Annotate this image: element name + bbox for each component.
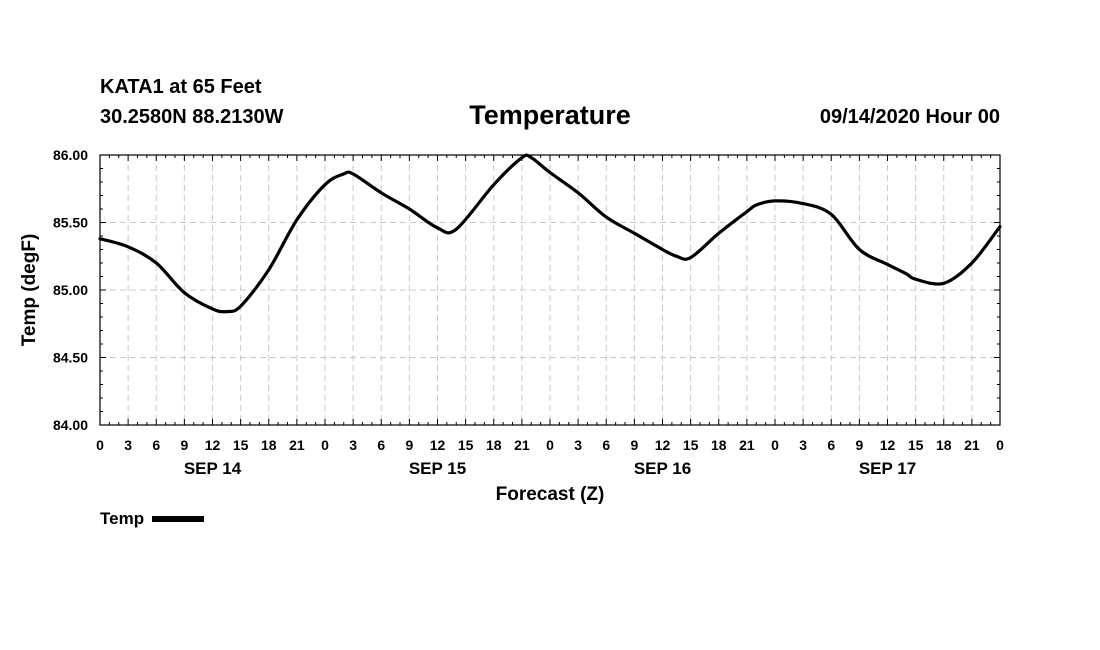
y-tick-label: 84.50 <box>53 350 88 366</box>
day-label: SEP 14 <box>184 459 242 478</box>
axis-ticks <box>99 154 1001 426</box>
x-tick-label: 3 <box>124 437 132 453</box>
x-tick-label: 9 <box>180 437 188 453</box>
x-tick-label: 12 <box>430 437 446 453</box>
x-tick-label: 15 <box>233 437 249 453</box>
x-tick-label: 0 <box>771 437 779 453</box>
x-tick-label: 21 <box>964 437 980 453</box>
valid-time-label: 09/14/2020 Hour 00 <box>819 106 1000 128</box>
legend-swatch <box>152 515 205 522</box>
x-tick-label: 12 <box>205 437 221 453</box>
x-tick-label: 9 <box>630 437 638 453</box>
x-tick-label: 18 <box>261 437 277 453</box>
x-tick-label: 9 <box>855 437 863 453</box>
x-tick-label: 0 <box>96 437 104 453</box>
y-axis-title: Temp (degF) <box>19 234 40 347</box>
temp-series-line <box>98 153 1002 314</box>
x-tick-label: 21 <box>289 437 305 453</box>
x-tick-label: 6 <box>152 437 160 453</box>
x-tick-label: 3 <box>574 437 582 453</box>
x-tick-label: 9 <box>405 437 413 453</box>
y-tick-label: 84.00 <box>53 417 88 433</box>
x-tick-label: 18 <box>711 437 727 453</box>
y-tick-label: 86.00 <box>53 147 88 163</box>
x-tick-label: 0 <box>996 437 1004 453</box>
grid <box>100 155 1000 425</box>
x-axis-title: Forecast (Z) <box>496 484 605 505</box>
x-tick-label: 0 <box>546 437 554 453</box>
chart-title: Temperature <box>469 100 631 130</box>
x-tick-label: 18 <box>936 437 952 453</box>
y-tick-label: 85.00 <box>53 282 88 298</box>
x-tick-label: 6 <box>827 437 835 453</box>
x-tick-label: 15 <box>908 437 924 453</box>
legend-label: Temp <box>100 509 145 528</box>
axis-labels: 0 3 6 9 12 15 18 21 0 3 6 9 12 15 18 21 0 3 6 9 12 15 18 21 0 3 6 9… <box>19 147 1004 505</box>
x-tick-label: 21 <box>514 437 530 453</box>
day-label: SEP 15 <box>409 459 466 478</box>
x-tick-label: 6 <box>377 437 385 453</box>
coordinates-label: 30.2580N 88.2130W <box>100 106 284 128</box>
x-tick-label: 15 <box>458 437 474 453</box>
x-tick-label: 3 <box>349 437 357 453</box>
legend: Temp <box>100 509 205 529</box>
x-tick-label: 21 <box>739 437 755 453</box>
day-label: SEP 17 <box>859 459 916 478</box>
x-tick-label: 15 <box>683 437 699 453</box>
x-tick-label: 6 <box>602 437 610 453</box>
x-tick-label: 3 <box>799 437 807 453</box>
x-tick-label: 0 <box>321 437 329 453</box>
day-label: SEP 16 <box>634 459 691 478</box>
y-tick-label: 85.50 <box>53 215 88 231</box>
x-tick-label: 12 <box>655 437 671 453</box>
station-label: KATA1 at 65 Feet <box>100 76 262 98</box>
x-tick-label: 12 <box>880 437 896 453</box>
x-tick-label: 18 <box>486 437 502 453</box>
series-layer <box>98 153 1002 314</box>
